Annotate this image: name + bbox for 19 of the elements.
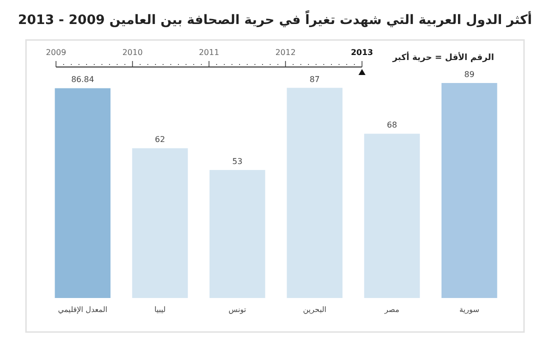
bar — [54, 88, 111, 298]
chart-title: أكثر الدول العربية التي شهدت تغيراً في حرية الصحافة بين العامين 2009 - 2013 — [18, 10, 532, 28]
bar — [209, 170, 266, 298]
chart-subtitle: الرقم الأقل = حرية أكبر — [392, 51, 494, 63]
bar — [441, 83, 498, 298]
text: 2010 — [122, 48, 143, 57]
bar — [132, 148, 188, 298]
data-label: 53 — [232, 156, 242, 166]
text: 2009 — [46, 48, 66, 57]
bar — [364, 134, 420, 298]
data-label: 86.84 — [71, 75, 94, 84]
data-label: 87 — [310, 74, 320, 84]
data-label: 62 — [154, 135, 166, 144]
data-label: 89 — [464, 70, 474, 79]
data-label: 68 — [386, 120, 398, 130]
text: 2013 — [350, 48, 374, 57]
text: 2012 — [275, 48, 296, 57]
bar — [286, 88, 343, 298]
text: 2011 — [198, 48, 220, 57]
